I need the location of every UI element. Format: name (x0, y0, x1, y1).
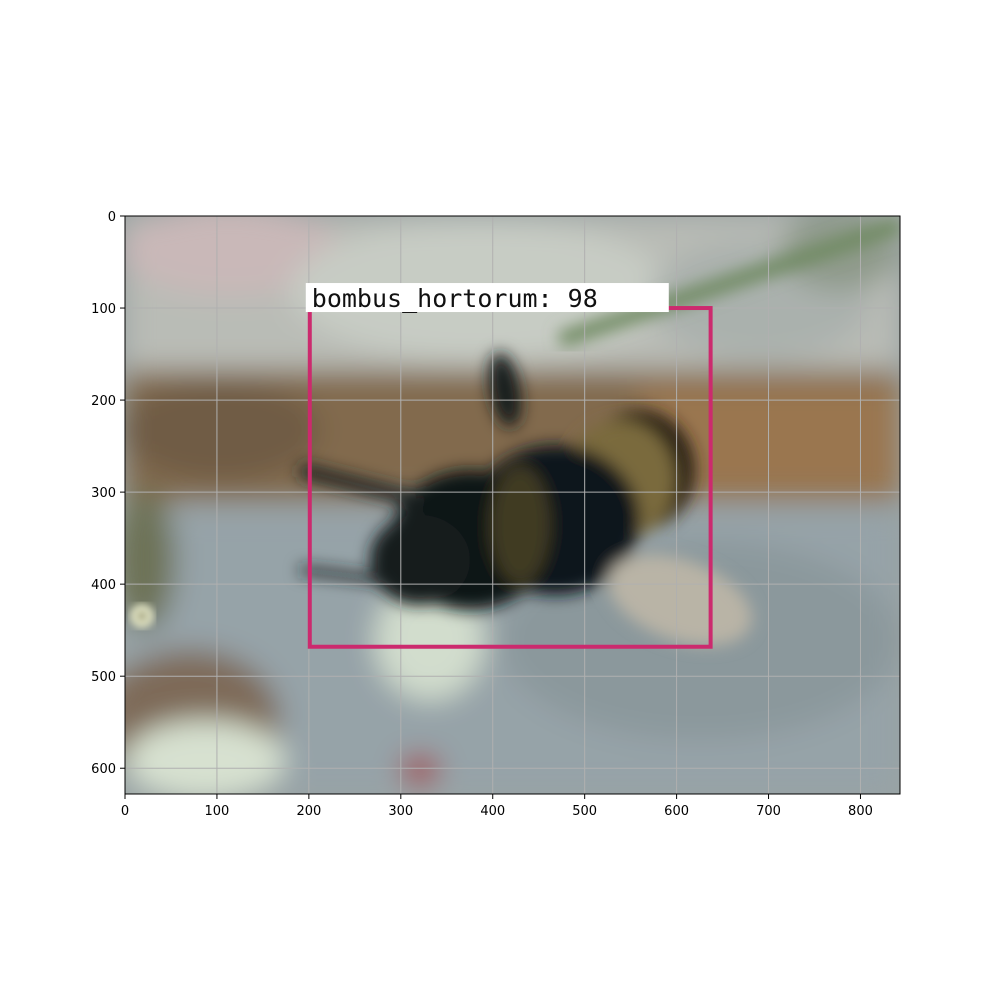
y-tick-label: 600 (91, 762, 116, 777)
x-tick-label: 100 (205, 804, 230, 819)
y-tick-label: 500 (91, 670, 116, 685)
x-tick-label: 500 (572, 804, 597, 819)
y-tick-label: 100 (91, 302, 116, 317)
y-tick-label: 200 (91, 394, 116, 409)
y-tick-label: 300 (91, 486, 116, 501)
y-tick-label: 400 (91, 578, 116, 593)
x-tick-label: 200 (296, 804, 321, 819)
y-tick-label: 0 (108, 210, 116, 225)
x-axis: 0 100 200 300 400 500 600 700 800 (121, 794, 873, 819)
x-tick-label: 300 (388, 804, 413, 819)
x-tick-label: 400 (480, 804, 505, 819)
x-tick-label: 600 (664, 804, 689, 819)
detection-label: bombus_hortorum: 98 (312, 284, 598, 313)
y-axis: 0 100 200 300 400 500 600 (91, 210, 125, 777)
x-tick-label: 0 (121, 804, 129, 819)
x-tick-label: 800 (848, 804, 873, 819)
x-tick-label: 700 (756, 804, 781, 819)
